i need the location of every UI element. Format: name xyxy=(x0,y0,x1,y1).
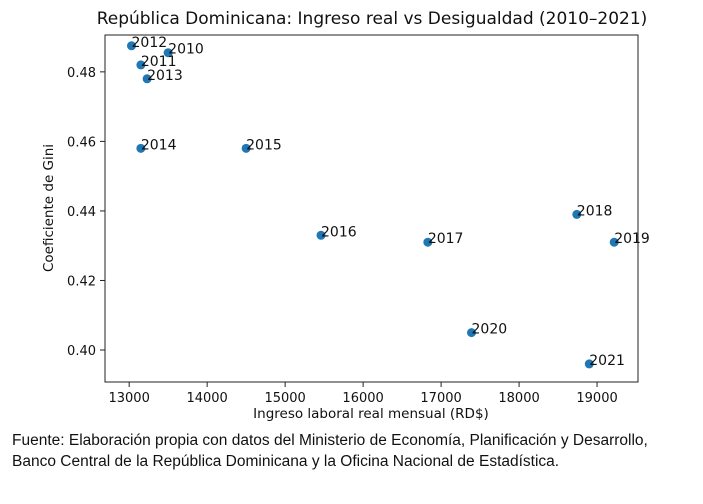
y-tick-label: 0.40 xyxy=(67,344,96,359)
data-point-2011 xyxy=(136,60,146,70)
y-tick-label: 0.44 xyxy=(67,205,96,220)
y-tick-label: 0.48 xyxy=(67,66,96,81)
data-point-2012 xyxy=(127,41,137,51)
point-label-2016: 2016 xyxy=(321,224,357,240)
point-label-2019: 2019 xyxy=(614,231,650,247)
point-label-2017: 2017 xyxy=(428,231,464,247)
data-point-2017 xyxy=(423,237,433,247)
point-label-2014: 2014 xyxy=(141,137,177,153)
x-tick-label: 15000 xyxy=(264,391,305,406)
y-tick-label: 0.42 xyxy=(67,274,96,289)
data-point-2019 xyxy=(609,237,619,247)
x-axis-label: Ingreso laboral real mensual (RD$) xyxy=(253,406,489,422)
x-tick-label: 16000 xyxy=(342,391,383,406)
point-label-2012: 2012 xyxy=(132,35,168,51)
data-point-2010 xyxy=(163,48,173,58)
x-tick-label: 18000 xyxy=(498,391,539,406)
data-point-2020 xyxy=(467,328,477,338)
y-tick-label: 0.46 xyxy=(67,135,96,150)
point-label-2015: 2015 xyxy=(246,137,282,153)
plot-area xyxy=(104,34,639,383)
point-label-2018: 2018 xyxy=(577,203,613,219)
data-point-2016 xyxy=(316,230,326,240)
x-tick-label: 19000 xyxy=(576,391,617,406)
scatter-chart: República Dominicana: Ingreso real vs De… xyxy=(41,9,650,422)
data-point-2021 xyxy=(584,359,594,369)
chart-title: República Dominicana: Ingreso real vs De… xyxy=(97,9,648,29)
point-label-2010: 2010 xyxy=(168,42,204,58)
y-axis-label: Coeficiente de Gini xyxy=(41,144,57,272)
x-tick-label: 13000 xyxy=(108,391,149,406)
point-label-2021: 2021 xyxy=(589,353,625,369)
point-label-2011: 2011 xyxy=(141,54,177,70)
data-point-2014 xyxy=(136,143,146,153)
point-label-2020: 2020 xyxy=(472,322,508,338)
x-tick-label: 14000 xyxy=(186,391,227,406)
point-label-2013: 2013 xyxy=(147,68,183,84)
data-point-2015 xyxy=(241,143,251,153)
data-point-2013 xyxy=(142,74,152,84)
x-tick-label: 17000 xyxy=(420,391,461,406)
source-caption: Fuente: Elaboración propia con datos del… xyxy=(12,432,648,470)
data-point-2018 xyxy=(572,209,582,219)
